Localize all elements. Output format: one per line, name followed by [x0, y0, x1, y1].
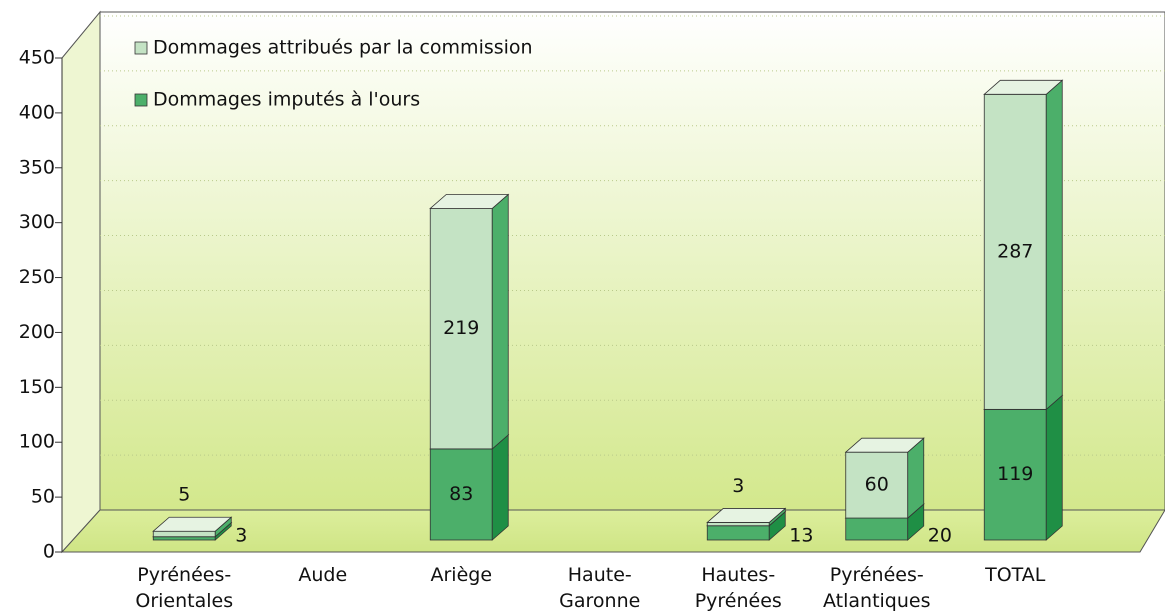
bar-side [491, 193, 509, 450]
value-label: 83 [449, 483, 473, 505]
y-tick-label: 400 [19, 101, 55, 123]
x-tick-label: Ariège [430, 564, 493, 586]
x-tick-label: Pyrénées- Atlantiques [823, 564, 931, 612]
legend-swatch [134, 41, 148, 55]
x-tick-label: Hautes- Pyrénées [694, 564, 782, 612]
bar-segment [429, 193, 510, 450]
bar-front [983, 93, 1047, 410]
x-tick-label: Pyrénées- Orientales [135, 564, 234, 612]
bar-side [1045, 79, 1063, 411]
bar-segment [152, 516, 233, 538]
bar-top [706, 508, 787, 523]
bar-segment [844, 437, 925, 519]
y-tick-label: 350 [19, 156, 55, 178]
value-label: 3 [732, 475, 744, 497]
y-tick-label: 50 [31, 486, 55, 508]
value-label: 3 [235, 525, 247, 547]
value-label: 287 [997, 240, 1033, 262]
y-tick-label: 100 [19, 431, 55, 453]
value-label: 60 [865, 474, 889, 496]
bar-top [152, 516, 233, 532]
value-label: 20 [928, 525, 952, 547]
bar-segment [983, 394, 1064, 541]
bar-segment [706, 507, 787, 527]
bar-side [491, 434, 509, 541]
bar-front [845, 517, 909, 541]
bar-front [706, 525, 770, 541]
legend-label: Dommages attribués par la commission [153, 37, 533, 59]
y-tick-label: 150 [19, 376, 55, 398]
bar-top [844, 437, 925, 453]
y-tick-label: 200 [19, 321, 55, 343]
bar-front [983, 408, 1047, 541]
bar-front [152, 536, 216, 541]
value-label: 219 [443, 317, 479, 339]
value-label: 13 [789, 525, 813, 547]
bar-front [845, 451, 909, 519]
bar-top [429, 194, 510, 209]
bar-front [429, 448, 493, 541]
bar-top [983, 79, 1064, 95]
bar-front [706, 522, 770, 527]
legend-swatch [134, 93, 148, 107]
y-tick-label: 450 [19, 47, 55, 69]
y-tick-label: 300 [19, 211, 55, 233]
y-tick-label: 250 [19, 266, 55, 288]
x-tick-label: Haute- Garonne [559, 564, 641, 612]
y-tick-label: 0 [43, 541, 55, 563]
x-tick-label: TOTAL [985, 564, 1046, 586]
bar-front [152, 530, 216, 538]
bar-segment [983, 79, 1064, 411]
legend-label: Dommages imputés à l'ours [153, 89, 420, 111]
x-tick-label: Aude [298, 564, 348, 586]
value-label: 5 [178, 484, 190, 506]
value-label: 119 [997, 463, 1033, 485]
side-wall [61, 10, 101, 554]
bar-side [1045, 394, 1063, 541]
